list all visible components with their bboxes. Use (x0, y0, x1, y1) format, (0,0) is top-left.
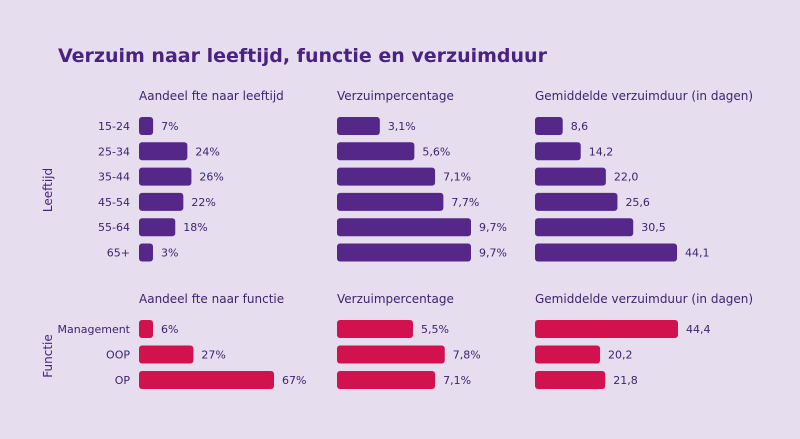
value-label: 7,7% (451, 196, 479, 209)
value-label: 44,1 (685, 247, 710, 260)
value-label: 8,6 (571, 120, 589, 133)
bar-leeftijd-3 (535, 142, 581, 161)
value-label: 18% (183, 221, 207, 234)
category-label: 55-64 (98, 221, 130, 234)
category-label: Management (58, 323, 131, 336)
bar-leeftijd-2 (337, 142, 415, 161)
bar-functie-2 (337, 320, 413, 338)
bar-leeftijd-3 (535, 218, 634, 237)
value-label: 27% (201, 349, 225, 362)
value-label: 3% (161, 247, 178, 260)
bar-functie-1 (139, 320, 153, 338)
category-label: 65+ (107, 247, 130, 260)
group-label-leeftijd: Leeftijd (41, 168, 55, 212)
value-label: 24% (195, 145, 219, 158)
panel-title-leeftijd-3: Gemiddelde verzuimduur (in dagen) (535, 89, 753, 103)
bar-leeftijd-2 (337, 192, 444, 211)
bar-functie-2 (337, 371, 436, 389)
category-label: OOP (106, 349, 130, 362)
bar-leeftijd-2 (337, 117, 380, 135)
panel-title-leeftijd-2: Verzuimpercentage (337, 89, 454, 103)
bar-leeftijd-1 (139, 117, 154, 135)
panel-title-functie-2: Verzuimpercentage (337, 292, 454, 306)
bar-leeftijd-3 (535, 117, 563, 135)
value-label: 26% (199, 171, 223, 184)
category-label: 15-24 (98, 120, 130, 133)
value-label: 7,8% (453, 349, 481, 362)
bar-leeftijd-2 (337, 243, 471, 262)
value-label: 22,0 (614, 171, 639, 184)
value-label: 7,1% (443, 171, 471, 184)
bar-functie-1 (139, 371, 274, 389)
value-label: 14,2 (589, 145, 614, 158)
value-label: 5,6% (422, 145, 450, 158)
bar-functie-3 (535, 320, 678, 338)
value-label: 9,7% (479, 221, 507, 234)
value-label: 7% (161, 120, 178, 133)
bar-functie-2 (337, 345, 445, 364)
bar-leeftijd-3 (535, 167, 606, 186)
category-label: 25-34 (98, 145, 130, 158)
group-label-functie: Functie (41, 334, 55, 377)
bar-leeftijd-3 (535, 192, 618, 211)
value-label: 30,5 (641, 221, 666, 234)
value-label: 21,8 (613, 374, 638, 387)
bar-leeftijd-1 (139, 167, 192, 186)
value-label: 25,6 (625, 196, 650, 209)
value-label: 3,1% (388, 120, 416, 133)
value-label: 20,2 (608, 349, 633, 362)
bar-leeftijd-2 (337, 167, 436, 186)
bar-functie-3 (535, 371, 606, 389)
bar-leeftijd-3 (535, 243, 678, 262)
bar-leeftijd-1 (139, 218, 176, 237)
panel-title-functie-3: Gemiddelde verzuimduur (in dagen) (535, 292, 753, 306)
category-label: OP (115, 374, 131, 387)
value-label: 9,7% (479, 247, 507, 260)
bar-leeftijd-1 (139, 142, 188, 161)
value-label: 22% (191, 196, 215, 209)
bar-functie-3 (535, 345, 601, 364)
value-label: 67% (282, 374, 306, 387)
value-label: 44,4 (686, 323, 711, 336)
value-label: 6% (161, 323, 178, 336)
panel-title-functie-1: Aandeel fte naar functie (139, 292, 284, 306)
bar-functie-1 (139, 345, 194, 364)
panel-title-leeftijd-1: Aandeel fte naar leeftijd (139, 89, 284, 103)
category-label: 35-44 (98, 171, 130, 184)
bar-leeftijd-2 (337, 218, 471, 237)
value-label: 5,5% (421, 323, 449, 336)
bar-leeftijd-1 (139, 243, 153, 262)
bar-leeftijd-1 (139, 192, 184, 211)
category-label: 45-54 (98, 196, 130, 209)
value-label: 7,1% (443, 374, 471, 387)
chart-title: Verzuim naar leeftijd, functie en verzui… (58, 45, 548, 67)
